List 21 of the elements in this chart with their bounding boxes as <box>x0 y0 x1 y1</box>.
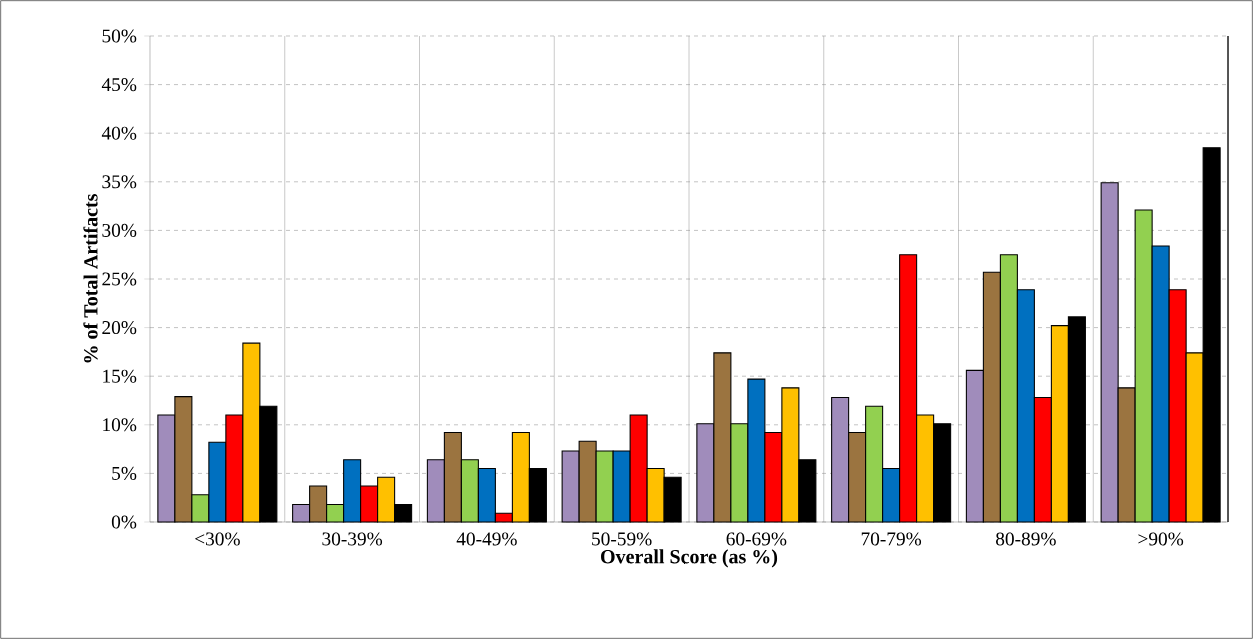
y-tick-label: 45% <box>101 78 137 92</box>
x-axis-title: Overall Score (as %) <box>601 549 778 568</box>
x-tick-label: 50-59% <box>592 532 652 546</box>
y-tick-label: 25% <box>102 272 137 286</box>
x-tick-label: >90% <box>1138 532 1184 546</box>
y-tick-label: 50% <box>102 29 137 43</box>
x-tick-label: 70-79% <box>861 532 922 546</box>
y-tick-label: 40% <box>101 126 137 140</box>
y-tick-label: 35% <box>102 175 137 189</box>
x-tick-label: 40-49% <box>456 532 517 546</box>
y-tick-label: 0% <box>111 515 137 529</box>
x-tick-label: <30% <box>195 532 240 546</box>
x-tick-label: 60-69% <box>726 532 787 546</box>
x-tick-label: 80-89% <box>996 532 1056 546</box>
y-tick-label: 5% <box>112 466 137 480</box>
y-axis-title: % of Total Artifacts <box>83 194 98 363</box>
y-tick-label: 15% <box>103 369 137 383</box>
x-tick-label: 30-39% <box>322 532 383 546</box>
y-tick-label: 20% <box>102 321 137 335</box>
y-tick-label: 10% <box>103 418 137 432</box>
y-tick-label: 30% <box>102 223 137 237</box>
